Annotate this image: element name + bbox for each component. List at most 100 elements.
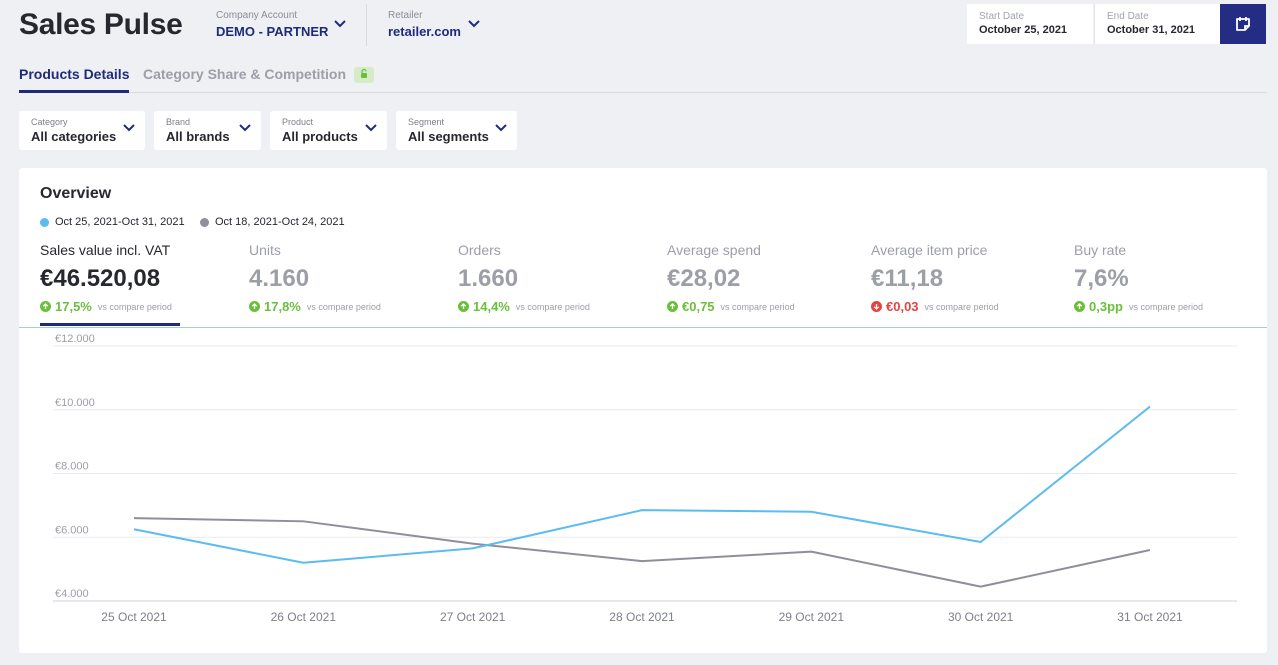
kpi-orders[interactable]: Orders 1.660 14,4% vs compare period <box>458 242 590 314</box>
arrow-up-icon <box>458 301 469 312</box>
kpi-compare-text: vs compare period <box>720 301 795 312</box>
kpi-delta-value: 17,8% <box>264 299 301 314</box>
header-divider <box>366 4 367 46</box>
kpi-value: 7,6% <box>1074 265 1129 292</box>
active-kpi-indicator <box>40 323 180 326</box>
kpi-value: 4.160 <box>249 265 310 292</box>
kpi-delta: 17,5% vs compare period <box>40 299 172 314</box>
x-tick-label: 29 Oct 2021 <box>779 610 845 624</box>
kpi-delta-value: €0,75 <box>682 299 715 314</box>
legend-label: Oct 25, 2021-Oct 31, 2021 <box>55 216 185 228</box>
start-date-label: Start Date <box>979 11 1025 22</box>
kpi-buy-rate[interactable]: Buy rate 7,6% 0,3pp vs compare period <box>1074 242 1203 314</box>
kpi-name: Buy rate <box>1074 242 1127 258</box>
filter-value: All brands <box>166 129 230 144</box>
kpi-delta: 0,3pp vs compare period <box>1074 299 1203 314</box>
retailer-picker[interactable]: Retailer retailer.com <box>388 10 480 39</box>
kpi-value: €11,18 <box>871 265 944 292</box>
kpi-delta-value: 0,3pp <box>1089 299 1123 314</box>
filter-label: Product <box>282 117 314 127</box>
company-account-picker[interactable]: Company Account DEMO - PARTNER <box>216 10 346 39</box>
end-date-value: October 31, 2021 <box>1107 24 1196 36</box>
tab-label: Category Share & Competition <box>143 66 347 82</box>
series-line-compare-period <box>133 517 1151 588</box>
arrow-down-icon <box>871 301 882 312</box>
calendar-button[interactable] <box>1220 4 1266 44</box>
x-tick-label: 28 Oct 2021 <box>609 610 675 624</box>
legend-dot <box>200 217 209 227</box>
kpi-delta: 14,4% vs compare period <box>458 299 590 314</box>
chevron-down-icon <box>334 20 346 28</box>
kpi-average-spend[interactable]: Average spend €28,02 €0,75 vs compare pe… <box>667 242 795 314</box>
x-tick-label: 27 Oct 2021 <box>440 610 506 624</box>
company-account-value: DEMO - PARTNER <box>216 24 329 39</box>
kpi-name: Units <box>249 242 281 258</box>
company-account-label: Company Account <box>216 10 298 21</box>
overview-card: Overview Oct 25, 2021-Oct 31, 2021 Oct 1… <box>19 168 1267 653</box>
legend-compare-period: Oct 18, 2021-Oct 24, 2021 <box>200 216 345 228</box>
retailer-label: Retailer <box>388 10 423 21</box>
arrow-up-icon <box>249 301 260 312</box>
tab-category-share[interactable]: Category Share & Competition <box>143 66 374 93</box>
chevron-down-icon <box>239 124 251 132</box>
sales-line-chart: €4.000 €6.000 €8.000 €10.000 €12.000 25 Oct 2… <box>53 333 1237 624</box>
y-tick-label: €8.000 <box>55 461 89 473</box>
segment-filter[interactable]: Segment All segments <box>396 111 517 150</box>
kpi-average-item-price[interactable]: Average item price €11,18 €0,03 vs compa… <box>871 242 999 314</box>
category-filter[interactable]: Category All categories <box>19 111 145 150</box>
tab-products-details[interactable]: Products Details <box>19 66 130 93</box>
filter-value: All products <box>282 129 358 144</box>
x-tick-label: 26 Oct 2021 <box>271 610 337 624</box>
filter-label: Segment <box>408 117 445 127</box>
chevron-down-icon <box>365 124 377 132</box>
retailer-value: retailer.com <box>388 24 461 39</box>
brand-filter[interactable]: Brand All brands <box>154 111 261 150</box>
end-date-label: End Date <box>1107 11 1149 22</box>
lock-icon <box>353 67 374 84</box>
tab-bar: Products Details Category Share & Compet… <box>19 66 1267 93</box>
y-tick-label: €6.000 <box>55 524 89 536</box>
y-tick-label: €4.000 <box>55 588 89 600</box>
kpi-units[interactable]: Units 4.160 17,8% vs compare period <box>249 242 381 314</box>
start-date-field[interactable]: Start Date October 25, 2021 <box>967 4 1093 44</box>
kpi-compare-text: vs compare period <box>306 301 381 312</box>
product-filter[interactable]: Product All products <box>270 111 387 150</box>
calendar-icon <box>1236 17 1250 31</box>
kpi-compare-text: vs compare period <box>924 301 999 312</box>
legend-dot <box>40 217 49 227</box>
filter-value: All categories <box>31 129 117 144</box>
x-tick-label: 30 Oct 2021 <box>948 610 1014 624</box>
x-tick-label: 25 Oct 2021 <box>101 610 167 624</box>
arrow-up-icon <box>40 301 51 312</box>
kpi-name: Orders <box>458 242 501 258</box>
kpi-delta-value: 14,4% <box>473 299 510 314</box>
kpi-compare-text: vs compare period <box>97 301 172 312</box>
y-tick-label: €12.000 <box>55 333 95 345</box>
end-date-field[interactable]: End Date October 31, 2021 <box>1094 4 1220 44</box>
kpi-delta: €0,75 vs compare period <box>667 299 795 314</box>
kpi-value: 1.660 <box>458 265 519 292</box>
start-date-value: October 25, 2021 <box>979 24 1068 36</box>
overview-title: Overview <box>40 185 112 202</box>
kpi-name: Average spend <box>667 242 761 258</box>
series-line-current-period <box>133 405 1151 564</box>
y-tick-label: €10.000 <box>55 397 95 409</box>
kpi-name: Sales value incl. VAT <box>40 242 171 258</box>
legend-label: Oct 18, 2021-Oct 24, 2021 <box>215 216 345 228</box>
arrow-up-icon <box>667 301 678 312</box>
kpi-sales-value[interactable]: Sales value incl. VAT €46.520,08 17,5% v… <box>40 242 172 314</box>
kpi-divider <box>19 327 1267 328</box>
kpi-value: €28,02 <box>667 265 741 292</box>
filter-label: Category <box>31 117 68 127</box>
chevron-down-icon <box>123 124 135 132</box>
filter-label: Brand <box>166 117 191 127</box>
arrow-up-icon <box>1074 301 1085 312</box>
kpi-delta: €0,03 vs compare period <box>871 299 999 314</box>
kpi-delta: 17,8% vs compare period <box>249 299 381 314</box>
tab-label: Products Details <box>19 66 130 82</box>
chevron-down-icon <box>468 20 480 28</box>
kpi-value: €46.520,08 <box>40 265 161 292</box>
x-tick-label: 31 Oct 2021 <box>1117 610 1183 624</box>
kpi-name: Average item price <box>871 242 988 258</box>
legend-current-period: Oct 25, 2021-Oct 31, 2021 <box>40 216 185 228</box>
